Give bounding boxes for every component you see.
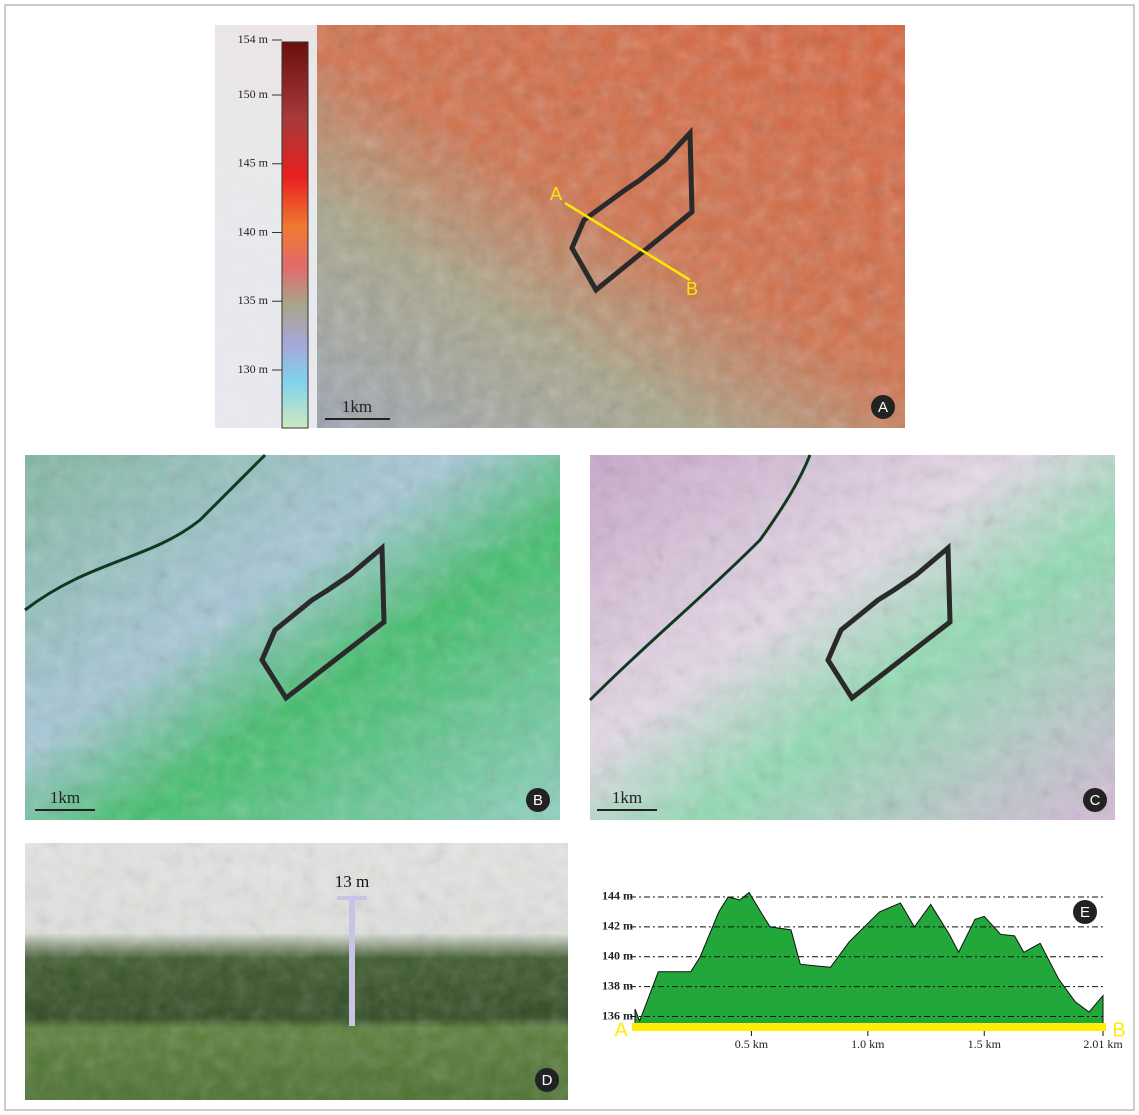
colorbar-tick-label: 145 m — [238, 156, 269, 170]
panel-label: D — [542, 1072, 553, 1089]
height-label: 13 m — [335, 872, 369, 891]
x-tick-label: 0.5 km — [735, 1037, 769, 1051]
colorbar-tick-label: 150 m — [238, 87, 269, 101]
y-tick-label: 142 m — [602, 919, 633, 933]
panel-label: E — [1080, 904, 1090, 921]
page: {"panel_labels": ["A", "B", "C", "D", "E… — [0, 0, 1139, 1115]
colorbar-tick-label: 154 m — [238, 32, 269, 46]
figure: A B 1km A 1km B 1km C 13 m D E 144 m 142 … — [0, 0, 1139, 1115]
scale-label: 1km — [50, 788, 80, 807]
profile-end: B — [686, 279, 698, 299]
height-marker-cap — [337, 896, 367, 900]
panel-label: A — [878, 399, 888, 416]
colorbar-tick-label: 135 m — [238, 293, 269, 307]
y-tick-label: 144 m — [602, 889, 633, 903]
scale-label: 1km — [612, 788, 642, 807]
colorbar-tick-label: 130 m — [238, 362, 269, 376]
y-tick-label: 140 m — [602, 949, 633, 963]
scale-label: 1km — [342, 397, 372, 416]
photo-texture — [25, 843, 568, 1100]
map-texture — [590, 455, 1115, 820]
profile-area — [635, 892, 1103, 1027]
x-tick-label: 1.0 km — [851, 1037, 885, 1051]
height-marker — [349, 898, 355, 1026]
colorbar-tick-label: 140 m — [238, 224, 269, 238]
panel-label: C — [1090, 792, 1101, 809]
profile-start: A — [550, 184, 562, 204]
map-texture — [25, 455, 560, 820]
colorbar — [282, 42, 308, 428]
map-texture — [215, 25, 905, 428]
profile-end-label: B — [1112, 1019, 1125, 1041]
profile-baseline — [632, 1023, 1106, 1031]
panel-label: B — [533, 792, 543, 809]
profile-start-label: A — [614, 1019, 628, 1041]
y-tick-label: 138 m — [602, 978, 633, 992]
x-tick-label: 1.5 km — [968, 1037, 1002, 1051]
